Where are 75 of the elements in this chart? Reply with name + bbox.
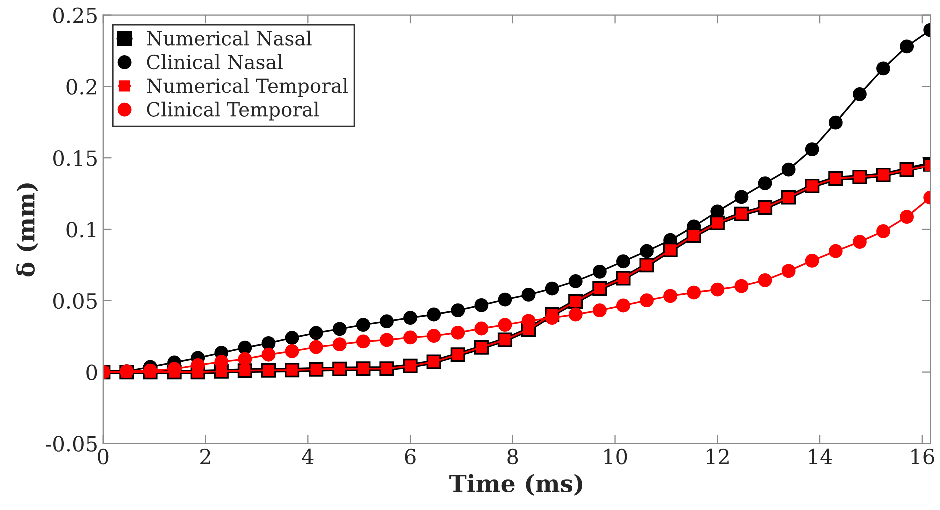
point [262,336,276,350]
y-tick-label: 0.2 [66,79,96,95]
point [782,162,796,177]
point [474,298,489,312]
x-tick-label: 2 [200,448,210,464]
x-tick-label: 0 [98,448,109,465]
point [876,62,890,76]
point [710,282,725,297]
point [404,330,418,345]
point [828,116,843,130]
point [805,142,820,156]
x-tick-label: 8 [508,448,518,465]
y-tick-label: 0 [86,364,98,381]
point [853,87,867,102]
point [380,333,394,348]
point [900,40,914,54]
x-axis-title: Time (ms) [450,474,582,496]
point [568,274,583,288]
point [498,292,512,307]
point [640,244,654,258]
point [758,274,772,288]
x-tick-label: 12 [706,448,729,464]
point [664,289,678,304]
point [616,254,630,269]
y-axis-title: δ (mm) [16,184,38,277]
point [427,308,442,322]
y-tick-label: 0.05 [54,293,97,310]
point [828,244,843,258]
point [332,322,347,336]
legend-label: Clinical Nasal [147,54,283,70]
legend-label: Numerical Temporal [147,78,348,98]
point [687,286,702,300]
point [592,264,607,279]
point [876,224,890,238]
point [545,282,560,296]
point [238,352,252,366]
point [805,254,820,268]
y-tick-label: 0.15 [54,150,97,166]
point [262,348,276,362]
point [522,288,536,302]
point [309,326,324,340]
legend-label: Numerical Nasal [147,30,312,46]
point [498,318,512,332]
point [592,304,607,318]
point [309,340,324,354]
y-tick-label: 0.25 [54,8,97,24]
point [451,326,466,340]
point [285,344,300,358]
point [758,176,772,190]
point [853,235,867,250]
point [640,294,654,308]
point [380,314,394,329]
point [451,304,466,318]
y-tick-label: 0.1 [66,222,96,238]
legend-label: Clinical Temporal [147,102,320,121]
point [900,210,914,224]
point [285,331,300,345]
point [782,264,796,278]
point [616,298,630,313]
point [734,279,749,294]
x-tick-label: 14 [809,448,832,464]
point [332,338,347,352]
x-tick-label: 4 [302,448,314,464]
point [356,318,370,332]
point [238,340,252,355]
y-tick-label: -0.05 [46,436,97,452]
point [734,190,749,204]
x-tick-label: 16 [912,448,934,465]
x-tick-label: 6 [405,448,416,465]
x-tick-label: 10 [604,448,628,465]
point [404,311,418,325]
point [356,334,370,349]
point [474,322,489,336]
point [568,308,583,322]
point [427,329,442,343]
